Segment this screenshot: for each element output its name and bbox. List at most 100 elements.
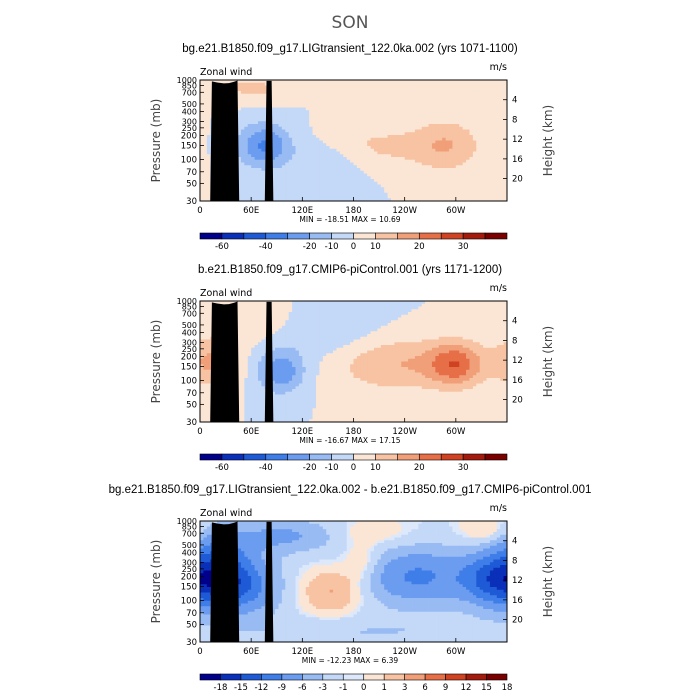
contour-cell: [452, 91, 457, 95]
contour-cell: [281, 91, 286, 95]
contour-cell: [370, 121, 375, 125]
contour-cell: [370, 303, 375, 307]
contour-cell: [360, 118, 365, 122]
contour-cell: [363, 99, 368, 103]
contour-cell: [343, 102, 348, 106]
contour-cell: [472, 317, 477, 321]
colorbar-swatch: [221, 232, 245, 240]
contour-cell: [459, 192, 464, 196]
contour-cell: [486, 129, 491, 133]
contour-cell: [305, 170, 310, 174]
contour-cell: [350, 173, 354, 177]
contour-cell: [462, 165, 467, 169]
contour-cell: [322, 85, 327, 89]
field-label: Zonal wind: [200, 67, 252, 78]
contour-cell: [281, 96, 286, 100]
contour-cell: [431, 309, 436, 313]
contour-cell: [360, 159, 365, 163]
contour-cell: [418, 126, 423, 130]
contour-cell: [271, 118, 276, 122]
contour-cell: [489, 317, 494, 321]
contour-cell: [418, 317, 423, 321]
contour-cell: [397, 154, 402, 158]
contour-cell: [305, 99, 310, 103]
contour-cell: [257, 157, 262, 161]
contour-cell: [391, 309, 395, 313]
contour-cell: [421, 115, 426, 119]
contour-cell: [257, 107, 262, 111]
contour-cell: [486, 320, 491, 324]
contour-cell: [408, 88, 412, 92]
contour-cell: [257, 113, 262, 117]
contour-cell: [200, 104, 204, 108]
contour-cell: [404, 129, 409, 133]
contour-cell: [305, 151, 310, 155]
contour-cell: [466, 110, 470, 114]
contour-cell: [247, 140, 252, 144]
contour-cell: [247, 328, 252, 332]
contour-cell: [278, 146, 283, 150]
contour-cell: [408, 124, 412, 128]
contour-cell: [435, 181, 440, 185]
contour-cell: [309, 317, 313, 321]
contour-cell: [411, 140, 416, 144]
contour-cell: [322, 306, 327, 310]
contour-cell: [356, 110, 361, 114]
contour-cell: [240, 159, 245, 163]
contour-cell: [404, 102, 409, 106]
contour-cell: [295, 303, 300, 307]
contour-cell: [418, 124, 423, 128]
contour-cell: [288, 110, 293, 114]
contour-cell: [346, 140, 351, 144]
contour-cell: [278, 143, 283, 147]
contour-cell: [312, 107, 317, 111]
contour-cell: [343, 154, 348, 158]
contour-cell: [452, 132, 457, 136]
contour-cell: [496, 135, 501, 139]
contour-cell: [322, 102, 327, 106]
contour-cell: [384, 198, 389, 202]
contour-cell: [435, 91, 440, 95]
contour-cell: [394, 181, 399, 185]
contour-cell: [435, 309, 440, 313]
contour-cell: [206, 140, 211, 144]
contour-cell: [459, 104, 464, 108]
contour-cell: [425, 115, 429, 119]
contour-cell: [486, 181, 491, 185]
contour-cell: [200, 198, 204, 202]
contour-cell: [200, 157, 204, 161]
contour-cell: [472, 198, 477, 202]
contour-cell: [240, 96, 245, 100]
contour-cell: [237, 192, 242, 196]
contour-cell: [445, 115, 450, 119]
contour-cell: [356, 306, 361, 310]
contour-cell: [312, 143, 317, 147]
contour-cell: [200, 140, 204, 144]
contour-cell: [206, 96, 211, 100]
contour-cell: [469, 135, 474, 139]
contour-cell: [261, 99, 266, 103]
contour-cell: [206, 121, 211, 125]
contour-cell: [438, 85, 443, 89]
contour-cell: [285, 154, 290, 158]
contour-cell: [298, 192, 303, 196]
contour-cell: [200, 192, 204, 196]
contour-cell: [370, 192, 375, 196]
contour-cell: [391, 190, 395, 194]
contour-cell: [285, 190, 290, 194]
contour-cell: [298, 88, 303, 92]
contour-cell: [373, 140, 378, 144]
contour-cell: [452, 80, 457, 84]
contour-cell: [394, 88, 399, 92]
contour-cell: [503, 303, 508, 307]
contour-cell: [387, 143, 392, 147]
contour-cell: [493, 309, 498, 313]
contour-cell: [411, 306, 416, 310]
contour-cell: [435, 96, 440, 100]
contour-cell: [500, 102, 504, 106]
contour-cell: [493, 159, 498, 163]
contour-cell: [281, 148, 286, 152]
contour-cell: [503, 107, 508, 111]
contour-cell: [363, 88, 368, 92]
contour-cell: [455, 82, 460, 86]
